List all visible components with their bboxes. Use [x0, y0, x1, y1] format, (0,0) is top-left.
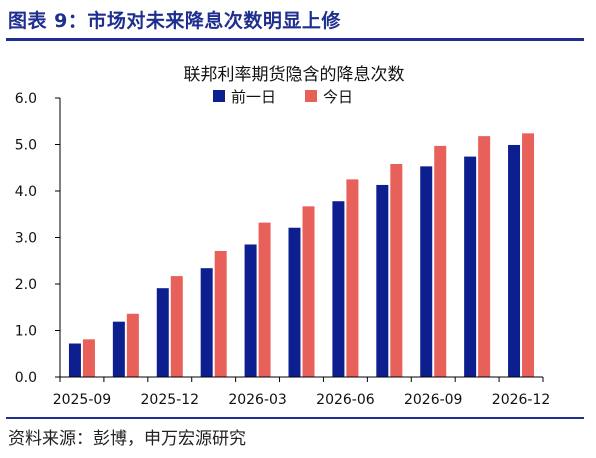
- source-note: 资料来源：彭博，申万宏源研究: [8, 429, 246, 449]
- bar-today: [126, 313, 139, 377]
- x-tick-label: 2025-09: [53, 392, 112, 408]
- bars: [68, 133, 535, 378]
- y-tick-label: 2.0: [15, 277, 37, 293]
- bar-today: [302, 206, 315, 377]
- x-tick-label: 2026-06: [316, 392, 375, 408]
- legend-swatch-today: [305, 90, 317, 102]
- axes: [55, 97, 544, 382]
- x-tick-label: 2026-12: [492, 392, 551, 408]
- figure-title: 图表 9：市场对未来降息次数明显上修: [8, 10, 341, 32]
- x-tick-label: 2026-03: [228, 392, 287, 408]
- bar-prev: [464, 156, 477, 377]
- y-tick-labels: 0.0 1.0 2.0 3.0 4.0 5.0 6.0: [15, 91, 37, 386]
- bar-prev: [156, 288, 169, 377]
- y-tick-label: 3.0: [15, 231, 37, 247]
- bar-today: [434, 145, 447, 377]
- bar-prev: [420, 166, 433, 377]
- bar-prev: [68, 343, 81, 377]
- x-tick-label: 2026-09: [404, 392, 463, 408]
- bar-today: [82, 339, 95, 377]
- x-tick-labels: 2025-09 2025-12 2026-03 2026-06 2026-09 2026-…: [53, 392, 551, 408]
- bar-prev: [332, 201, 345, 377]
- bar-prev: [112, 321, 125, 377]
- legend-label-prev: 前一日: [231, 88, 276, 106]
- bar-today: [346, 179, 359, 378]
- bar-prev: [288, 227, 301, 377]
- chart-title: 联邦利率期货隐含的降息次数: [184, 65, 405, 85]
- legend-swatch-prev: [213, 90, 225, 102]
- bar-today: [214, 250, 227, 377]
- bar-today: [522, 133, 535, 377]
- y-tick-label: 0.0: [15, 370, 37, 386]
- y-tick-label: 1.0: [15, 324, 37, 340]
- bar-prev: [244, 244, 257, 377]
- y-tick-label: 5.0: [15, 138, 37, 154]
- legend: 前一日 今日: [213, 88, 353, 106]
- title-rule: [6, 38, 584, 41]
- bar-today: [478, 136, 491, 377]
- bar-today: [258, 222, 271, 377]
- bar-prev: [508, 144, 521, 377]
- bar-today: [390, 164, 403, 377]
- y-tick-label: 6.0: [15, 91, 37, 107]
- bar-prev: [200, 268, 213, 377]
- bar-prev: [376, 184, 389, 377]
- y-tick-label: 4.0: [15, 184, 37, 200]
- legend-label-today: 今日: [323, 88, 353, 106]
- bar-today: [170, 276, 183, 377]
- source-rule: [6, 417, 584, 419]
- x-tick-label: 2025-12: [141, 392, 200, 408]
